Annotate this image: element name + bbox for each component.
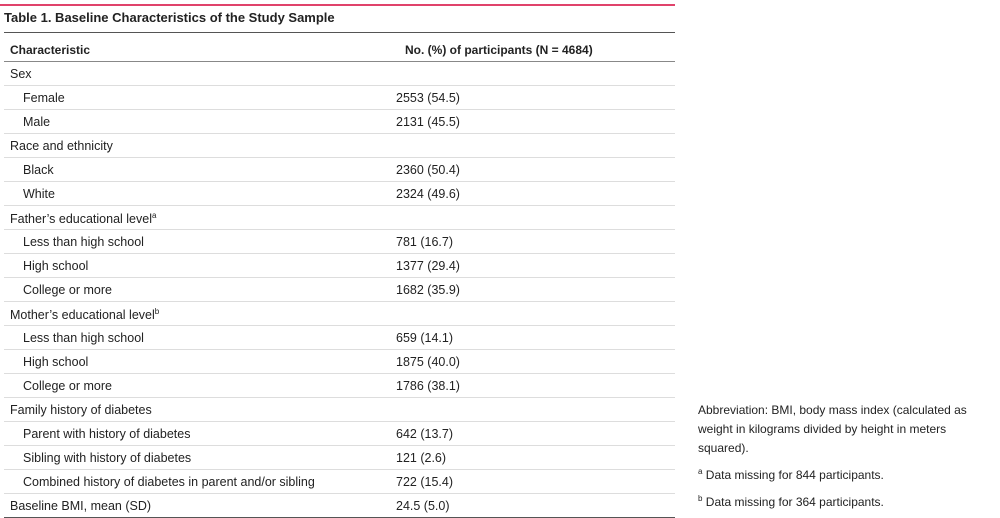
cell: Female [23, 91, 65, 105]
table-row: Father’s educational levela [4, 206, 675, 230]
cell: Father’s educational levela [10, 211, 157, 227]
footnote: b Data missing for 364 participants. [698, 489, 983, 512]
table-row: College or more 1786 (38.1) [4, 374, 675, 398]
table-row: Mother’s educational levelb [4, 302, 675, 326]
cell: 2324 (49.6) [396, 187, 460, 201]
cell: High school [23, 355, 89, 369]
cell: 722 (15.4) [396, 475, 453, 489]
cell: Family history of diabetes [10, 403, 152, 417]
cell: College or more [23, 283, 112, 297]
cell: 1682 (35.9) [396, 283, 460, 297]
table-row: High school 1377 (29.4) [4, 254, 675, 278]
footnote-text: Data missing for 364 participants. [705, 495, 884, 509]
table-row: Female 2553 (54.5) [4, 86, 675, 110]
footnote-mark: a [698, 467, 703, 476]
footnote-mark: b [698, 494, 703, 503]
cell: College or more [23, 379, 112, 393]
cell: Sibling with history of diabetes [23, 451, 192, 465]
footnote: a Data missing for 844 participants. [698, 462, 983, 485]
table-row: Parent with history of diabetes 642 (13.7… [4, 422, 675, 446]
table-row: Black 2360 (50.4) [4, 158, 675, 182]
abbreviation: Abbreviation: BMI, body mass index (calc… [698, 403, 967, 455]
cell: Race and ethnicity [10, 139, 113, 153]
cell: High school [23, 259, 89, 273]
footnote-mark: b [154, 307, 160, 316]
table-row: Race and ethnicity [4, 134, 675, 158]
table-row: Sibling with history of diabetes 121 (2.6… [4, 446, 675, 470]
cell: 781 (16.7) [396, 235, 453, 249]
cell: 24.5 (5.0) [396, 499, 450, 513]
cell: 1875 (40.0) [396, 355, 460, 369]
table-title: Table 1. Baseline Characteristics of the… [4, 10, 335, 25]
cell: 2131 (45.5) [396, 115, 460, 129]
cell: 2553 (54.5) [396, 91, 460, 105]
cell: White [23, 187, 55, 201]
cell: Parent with history of diabetes [23, 427, 191, 441]
cell: Baseline BMI, mean (SD) [10, 499, 152, 513]
footnote-mark: a [152, 211, 157, 220]
table-row: Sex [4, 62, 675, 86]
table-row: Male 2131 (45.5) [4, 110, 675, 134]
cell: Combined history of diabetes in parent a… [23, 475, 315, 489]
cell: 1377 (29.4) [396, 259, 460, 273]
cell: Male [23, 115, 51, 129]
table-row: High school 1875 (40.0) [4, 350, 675, 374]
table-row: College or more 1682 (35.9) [4, 278, 675, 302]
table-row: Characteristic No. (%) of participants (N… [4, 33, 675, 62]
page: Table 1. Baseline Characteristics of the… [0, 4, 967, 518]
table: Characteristic No. (%) of participants (N… [4, 32, 675, 518]
footnote-text: Data missing for 844 participants. [705, 468, 884, 482]
notes: Abbreviation: BMI, body mass index (calc… [698, 401, 983, 512]
table-row: Baseline BMI, mean (SD) 24.5 (5.0) [4, 494, 675, 518]
cell: 659 (14.1) [396, 331, 453, 345]
cell: Less than high school [23, 235, 144, 249]
cell: Black [23, 163, 54, 177]
cell: 121 (2.6) [396, 451, 447, 465]
cell: 1786 (38.1) [396, 379, 460, 393]
accent-bar [0, 4, 675, 6]
table-row: Family history of diabetes [4, 398, 675, 422]
cell: 642 (13.7) [396, 427, 453, 441]
cell: 2360 (50.4) [396, 163, 460, 177]
cell: Mother’s educational levelb [10, 307, 160, 323]
table-row: Less than high school 781 (16.7) [4, 230, 675, 254]
cell: Sex [10, 67, 32, 81]
cell: No. (%) of participants (N = 4684) [405, 43, 593, 57]
cell: Less than high school [23, 331, 144, 345]
cell: Characteristic [10, 43, 91, 57]
table-row: Less than high school 659 (14.1) [4, 326, 675, 350]
table-row: Combined history of diabetes in parent a… [4, 470, 675, 494]
table-row: White 2324 (49.6) [4, 182, 675, 206]
